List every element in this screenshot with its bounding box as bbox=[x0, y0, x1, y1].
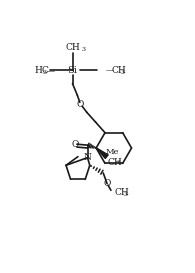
Text: H: H bbox=[34, 66, 42, 75]
Text: O: O bbox=[71, 140, 79, 149]
Text: C: C bbox=[42, 66, 49, 75]
Text: O: O bbox=[103, 179, 111, 188]
Text: 3: 3 bbox=[117, 160, 121, 165]
Text: Si: Si bbox=[68, 66, 77, 75]
Text: —: — bbox=[47, 67, 55, 75]
Text: —: — bbox=[105, 66, 113, 74]
Text: Me: Me bbox=[106, 148, 119, 156]
Text: 3: 3 bbox=[81, 47, 85, 52]
Text: CH: CH bbox=[108, 158, 122, 167]
Text: 3: 3 bbox=[42, 70, 46, 75]
Text: O: O bbox=[76, 100, 84, 109]
Text: N: N bbox=[84, 153, 91, 162]
Text: CH: CH bbox=[112, 66, 127, 75]
Text: 3: 3 bbox=[121, 70, 125, 75]
Text: CH: CH bbox=[65, 43, 80, 52]
Polygon shape bbox=[96, 148, 108, 158]
Text: CH: CH bbox=[115, 188, 129, 197]
Text: 3: 3 bbox=[124, 192, 128, 197]
